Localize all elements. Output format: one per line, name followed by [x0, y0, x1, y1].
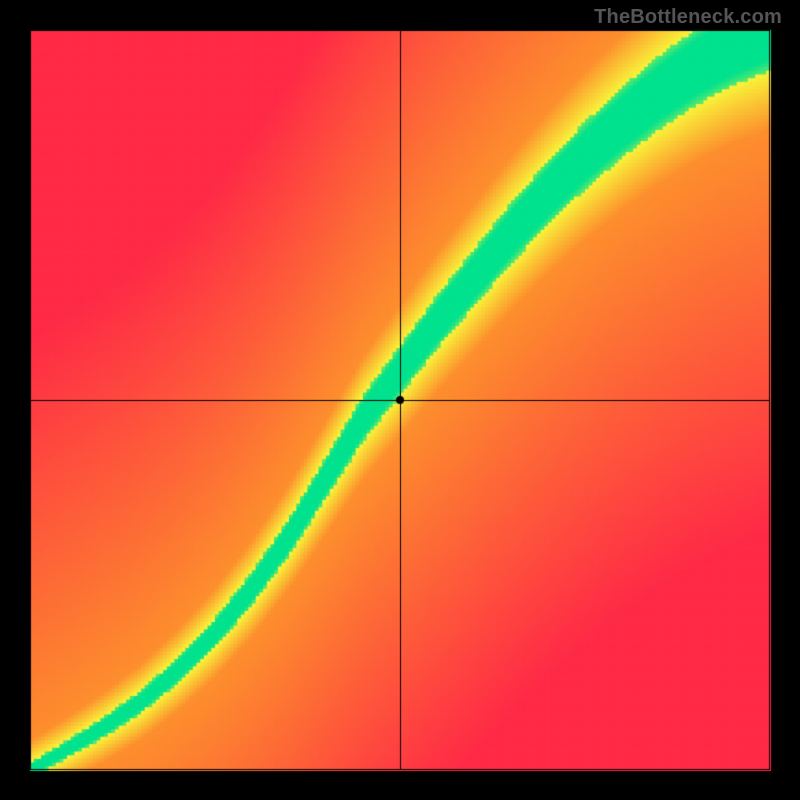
watermark-text: TheBottleneck.com [594, 6, 782, 29]
chart-container: TheBottleneck.com [0, 0, 800, 800]
heatmap-canvas [0, 0, 800, 800]
